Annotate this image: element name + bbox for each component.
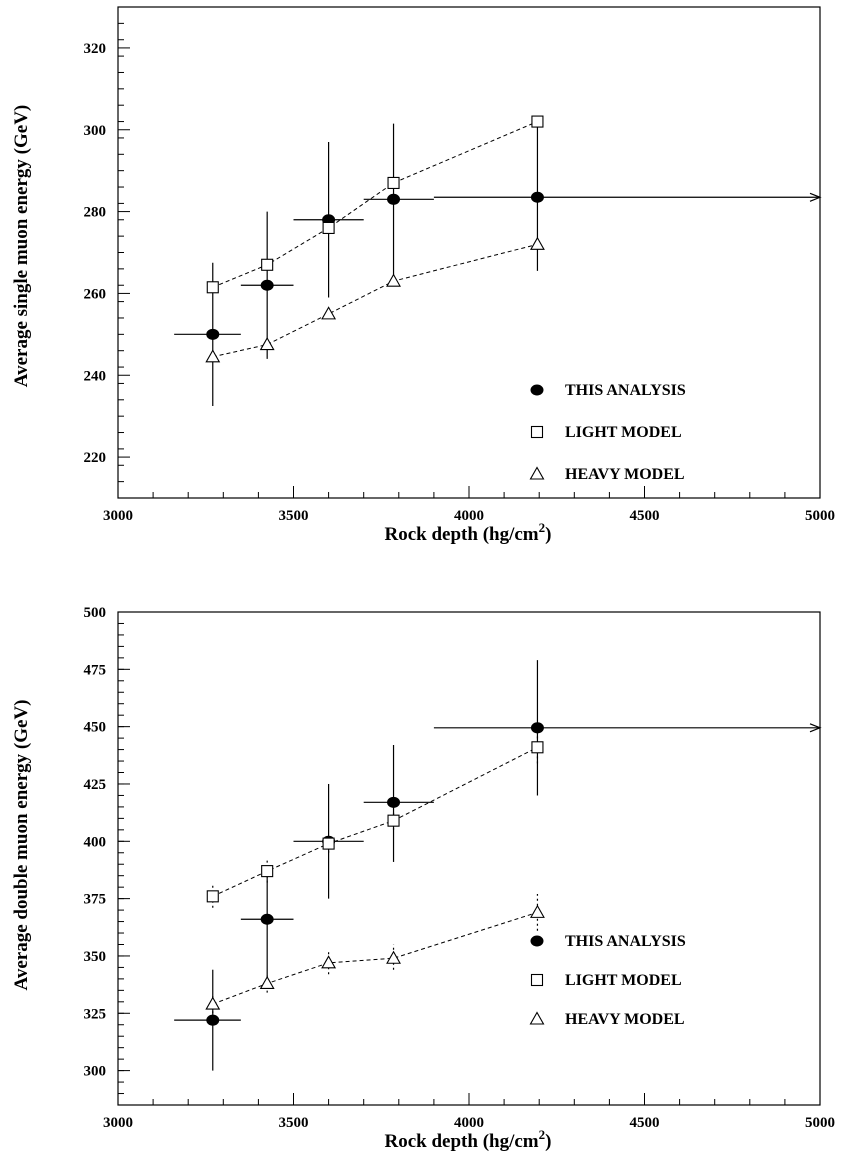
data-point	[387, 814, 400, 827]
x-tick-label: 3500	[279, 1115, 309, 1131]
x-tick-label: 4000	[454, 508, 484, 524]
x-tick-label: 4000	[454, 1115, 484, 1131]
y-tick-label: 320	[84, 41, 107, 57]
y-tick-label: 500	[84, 605, 107, 621]
single-muon-panel: Average single muon energy (GeV) Rock de…	[11, 6, 835, 545]
y-tick-label: 350	[84, 949, 107, 965]
data-point	[205, 996, 221, 1010]
legend-marker	[530, 973, 544, 987]
x-axis-title-double: Rock depth (hg/cm2)	[385, 1127, 552, 1152]
legend-marker	[530, 425, 544, 439]
y-tick-label: 475	[84, 662, 107, 678]
x-tick-label: 4500	[630, 1115, 660, 1131]
arrow-head	[809, 723, 822, 733]
legend-marker	[529, 1011, 545, 1025]
y-tick-label: 240	[84, 368, 107, 384]
data-point	[530, 904, 545, 918]
data-point	[322, 221, 335, 234]
legend-marker	[530, 384, 544, 396]
x-tick-label: 3500	[279, 508, 309, 524]
y-tick-label: 425	[84, 777, 107, 793]
series-light-model: LIGHT MODEL	[206, 731, 682, 989]
data-point	[530, 236, 545, 250]
x-axis-title-tail: )	[545, 1131, 551, 1152]
y-tick-label: 300	[84, 123, 107, 139]
x-tick-label: 5000	[805, 1115, 835, 1131]
y-tick-label: 280	[84, 205, 107, 221]
model-line	[212, 911, 538, 1005]
legend-label: LIGHT MODEL	[565, 972, 682, 989]
legend-label: THIS ANALYSIS	[565, 933, 686, 950]
double-muon-panel: Average double muon energy (GeV) Rock de…	[11, 605, 835, 1152]
series-light-model: LIGHT MODEL	[206, 115, 682, 441]
y-axis-title-single: Average single muon energy (GeV)	[11, 105, 32, 387]
y-tick-label: 450	[84, 720, 107, 736]
data-point	[206, 281, 219, 294]
data-point	[530, 191, 544, 203]
data-point	[206, 1014, 220, 1026]
plot-frame	[117, 611, 821, 1106]
data-point	[206, 890, 219, 903]
y-tick-label: 325	[84, 1006, 107, 1022]
x-axis-title-main: Rock depth (hg/cm	[385, 524, 539, 545]
x-tick-label: 3000	[103, 508, 133, 524]
legend-label: LIGHT MODEL	[565, 424, 682, 441]
y-tick-label: 220	[84, 450, 107, 466]
legend-label: HEAVY MODEL	[565, 466, 685, 483]
data-point	[259, 975, 275, 990]
y-tick-label: 300	[84, 1064, 107, 1080]
data-point	[386, 273, 401, 287]
arrow-head	[809, 192, 822, 202]
series-this-analysis: THIS ANALYSIS	[174, 660, 822, 1071]
legend-label: HEAVY MODEL	[565, 1011, 685, 1028]
legend-label: THIS ANALYSIS	[565, 382, 686, 399]
data-point	[322, 837, 335, 850]
data-point	[321, 955, 337, 969]
x-tick-label: 5000	[805, 508, 835, 524]
legend-marker	[529, 466, 545, 480]
legend-marker	[530, 935, 544, 947]
data-point	[386, 950, 401, 964]
x-axis-title-main: Rock depth (hg/cm	[385, 1131, 539, 1152]
data-point	[259, 336, 275, 351]
y-tick-label: 260	[84, 286, 107, 302]
plot-frame	[117, 6, 821, 499]
y-axis-title-double: Average double muon energy (GeV)	[11, 700, 32, 991]
data-point	[531, 115, 544, 128]
data-point	[530, 722, 544, 734]
data-point	[205, 349, 221, 363]
y-tick-label: 375	[84, 892, 107, 908]
data-point	[206, 328, 220, 340]
data-point	[387, 796, 401, 808]
series-heavy-model: HEAVY MODEL	[205, 894, 685, 1028]
x-axis-title-single: Rock depth (hg/cm2)	[385, 520, 552, 545]
data-point	[260, 913, 274, 925]
data-point	[387, 176, 400, 189]
data-point	[261, 865, 274, 878]
x-axis-title-tail: )	[545, 524, 551, 545]
model-line	[212, 243, 538, 358]
data-point	[261, 258, 274, 271]
data-point	[321, 306, 337, 320]
x-axis-title-superscript: 2	[539, 1127, 546, 1142]
series-heavy-model: HEAVY MODEL	[205, 236, 685, 483]
x-axis-title-superscript: 2	[539, 520, 546, 535]
y-tick-label: 400	[84, 834, 107, 850]
data-point	[531, 741, 544, 754]
model-line	[212, 121, 538, 288]
data-point	[260, 279, 274, 291]
x-tick-label: 3000	[103, 1115, 133, 1131]
data-point	[387, 193, 401, 205]
x-tick-label: 4500	[630, 508, 660, 524]
